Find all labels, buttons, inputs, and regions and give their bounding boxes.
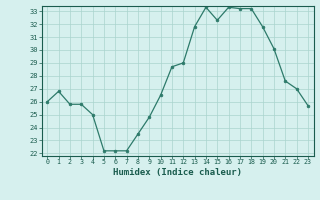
X-axis label: Humidex (Indice chaleur): Humidex (Indice chaleur) — [113, 168, 242, 177]
